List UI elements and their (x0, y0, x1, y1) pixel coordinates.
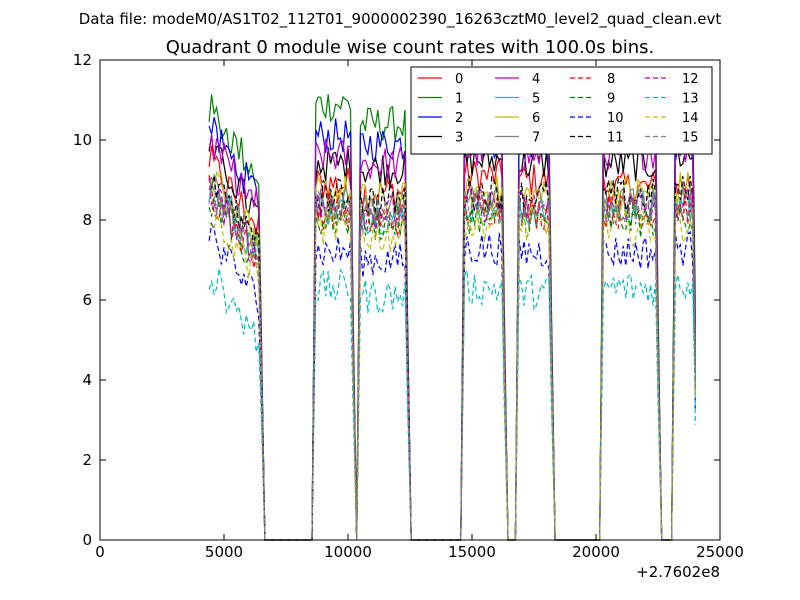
legend-label: 8 (607, 72, 615, 87)
y-tick-label: 2 (82, 451, 92, 469)
x-offset-label: +2.7602e8 (636, 563, 720, 581)
x-tick-label: 20000 (572, 543, 620, 561)
series-line-13 (208, 268, 696, 541)
legend-label: 5 (532, 92, 540, 107)
y-tick-label: 10 (73, 131, 92, 149)
x-tick-label: 25000 (696, 543, 744, 561)
series-line-12 (208, 177, 696, 541)
series-line-7 (208, 173, 696, 541)
y-tick-label: 0 (82, 531, 92, 549)
x-tick-label: 0 (95, 543, 105, 561)
legend-label: 14 (682, 111, 699, 126)
y-tick-label: 6 (82, 291, 92, 309)
legend-label: 6 (532, 111, 540, 126)
legend-label: 1 (455, 92, 463, 107)
legend-label: 7 (532, 131, 540, 146)
legend-label: 15 (682, 131, 699, 146)
series-line-11 (208, 175, 696, 541)
figure-suptitle: Data file: modeM0/AS1T02_112T01_90000023… (79, 10, 722, 29)
series-line-5 (208, 186, 696, 541)
legend-box (410, 66, 713, 155)
x-tick-label: 10000 (324, 543, 372, 561)
legend-label: 11 (607, 131, 624, 146)
series-line-10 (208, 222, 696, 541)
series-line-14 (208, 206, 696, 541)
series-line-8 (208, 175, 696, 541)
series-line-15 (208, 176, 696, 541)
legend-label: 0 (455, 72, 463, 87)
legend-label: 4 (532, 72, 540, 87)
chart-title: Quadrant 0 module wise count rates with … (166, 37, 655, 58)
legend-label: 3 (455, 131, 463, 146)
legend-label: 10 (607, 111, 624, 126)
series-line-2 (208, 116, 696, 541)
legend-label: 13 (682, 92, 699, 107)
y-tick-label: 4 (82, 371, 92, 389)
x-tick-label: 15000 (448, 543, 496, 561)
x-tick-label: 5000 (205, 543, 243, 561)
y-tick-label: 12 (73, 51, 92, 69)
series-line-9 (208, 197, 696, 541)
y-tick-label: 8 (82, 211, 92, 229)
legend-label: 12 (682, 72, 699, 87)
series-line-0 (208, 145, 696, 541)
legend-label: 2 (455, 111, 463, 126)
legend-label: 9 (607, 92, 615, 107)
